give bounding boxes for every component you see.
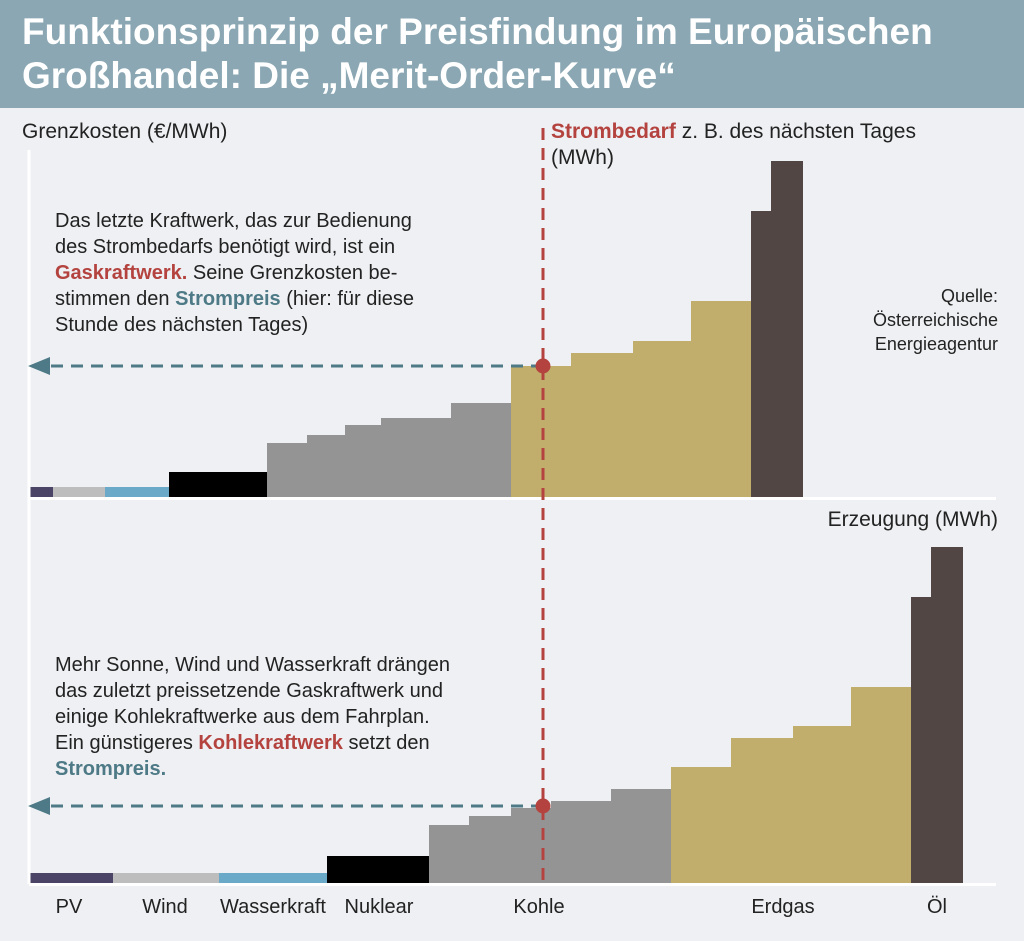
y-axis-label: Grenzkosten (€/MWh) <box>22 120 228 143</box>
annotation-bottom-line1: Mehr Sonne, Wind und Wasserkraft drängen <box>55 654 451 676</box>
source-note: Quelle: Österreichische Energieagentur <box>873 284 998 356</box>
annotation-top-line4-a: stimmen den <box>55 288 176 310</box>
annotation-top: Das letzte Kraftwerk, das zur Bedienung … <box>55 208 414 338</box>
bottom-bar-erdgas-9 <box>671 767 731 883</box>
x-tick-l: Öl <box>927 896 947 918</box>
top-bar-kohle-6 <box>345 425 381 497</box>
bottom-price-point <box>535 798 551 814</box>
annotation-top-line4: stimmen den Strompreis (hier: für diese <box>55 286 414 312</box>
top-price-point <box>535 358 551 374</box>
top-bar-erdgas-12 <box>691 301 751 497</box>
annotation-bottom-line4: Ein günstigeres Kohlekraftwerk setzt den <box>55 730 450 756</box>
demand-label: Strombedarf z. B. des nächsten Tages <box>551 120 916 144</box>
bottom-bar-wind-1 <box>113 873 219 883</box>
top-bars <box>29 161 803 497</box>
bottom-bar-erdgas-11 <box>793 726 851 883</box>
chart-title-line2: Großhandel: Die „Merit-Order-Kurve“ <box>22 55 676 96</box>
bottom-bar-kohle-4 <box>429 825 469 883</box>
top-bar-l-14 <box>771 161 803 497</box>
strompreis-highlight-bottom: Strompreis. <box>55 758 167 780</box>
source-line1: Quelle: <box>940 286 998 306</box>
demand-label-rest: z. B. des nächsten Tages <box>675 120 916 143</box>
top-bar-kohle-8 <box>451 403 511 497</box>
demand-unit: (MWh) <box>551 146 614 169</box>
bottom-bar-wasserkraft-2 <box>219 873 327 883</box>
bottom-bar-erdgas-10 <box>731 738 793 883</box>
chart-title-line1: Funktionsprinzip der Preisfindung im Eur… <box>22 11 933 52</box>
x-tick-wind: Wind <box>142 896 188 918</box>
x-axis-label: Erzeugung (MWh) <box>827 508 998 531</box>
x-tick-pv: PV <box>55 896 83 918</box>
x-tick-nuklear: Nuklear <box>344 896 414 918</box>
bottom-bar-kohle-7 <box>551 801 611 883</box>
source-line3: Energieagentur <box>874 334 998 354</box>
top-bar-erdgas-11 <box>633 341 691 497</box>
annotation-top-line3-rest: Seine Grenzkosten be- <box>187 262 398 284</box>
bottom-bar-nuklear-3 <box>327 856 429 883</box>
bottom-bar-erdgas-12 <box>851 687 911 883</box>
x-tick-wasserkraft: Wasserkraft <box>220 896 326 918</box>
annotation-bottom-line3: einige Kohlekraftwerke aus dem Fahrplan. <box>55 706 430 728</box>
annotation-bottom-line2: das zuletzt preissetzende Gaskraftwerk u… <box>55 680 443 702</box>
top-bar-nuklear-3 <box>169 472 267 497</box>
annotation-top-line2: des Strombedarfs benötigt wird, ist ein <box>55 236 396 258</box>
top-bar-erdgas-10 <box>571 353 633 497</box>
top-bar-pv-0 <box>29 487 53 497</box>
bottom-bar-pv-0 <box>29 873 113 883</box>
top-bar-l-13 <box>751 211 771 497</box>
top-bar-kohle-5 <box>307 435 345 497</box>
bottom-bar-kohle-8 <box>611 789 671 883</box>
bottom-bar-kohle-6 <box>511 808 551 883</box>
gaskraftwerk-highlight: Gaskraftwerk. <box>55 262 188 284</box>
top-price-arrow-head <box>28 357 50 375</box>
annotation-bottom-line4-a: Ein günstigeres <box>55 732 199 754</box>
annotation-bottom-line4-c: setzt den <box>342 732 430 754</box>
top-bar-wasserkraft-2 <box>105 487 169 497</box>
bottom-price-arrow-head <box>28 797 50 815</box>
top-bar-erdgas-9 <box>511 366 571 497</box>
annotation-top-line1: Das letzte Kraftwerk, das zur Bedienung <box>55 210 412 232</box>
annotation-bottom: Mehr Sonne, Wind und Wasserkraft drängen… <box>55 652 450 782</box>
kohlekraftwerk-highlight: Kohlekraftwerk <box>198 732 343 754</box>
top-bar-wind-1 <box>53 487 105 497</box>
bottom-bar-l-13 <box>911 597 931 883</box>
x-tick-kohle: Kohle <box>513 896 565 918</box>
annotation-top-line4-c: (hier: für diese <box>280 288 415 310</box>
annotation-top-line5: Stunde des nächsten Tages) <box>55 314 309 336</box>
top-bar-kohle-4 <box>267 443 307 497</box>
x-tick-erdgas: Erdgas <box>751 896 815 918</box>
demand-label-strong: Strombedarf <box>551 120 676 143</box>
top-bar-kohle-7 <box>381 418 451 497</box>
strompreis-highlight-top: Strompreis <box>175 288 281 310</box>
source-line2: Österreichische <box>872 310 998 330</box>
bottom-bars <box>29 547 963 883</box>
annotation-top-line3: Gaskraftwerk. Seine Grenzkosten be- <box>55 260 414 286</box>
header-banner: Funktionsprinzip der Preisfindung im Eur… <box>0 0 1024 108</box>
bottom-bar-kohle-5 <box>469 816 511 883</box>
bottom-bar-l-14 <box>931 547 963 883</box>
overlay <box>28 128 551 884</box>
